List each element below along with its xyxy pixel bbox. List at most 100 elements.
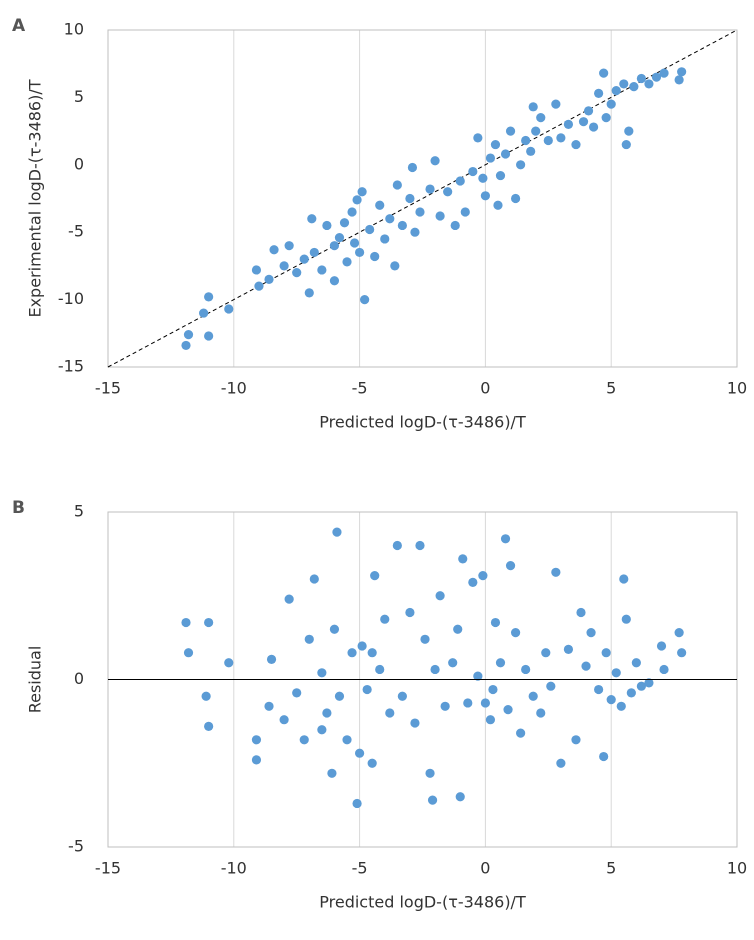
- point: [327, 768, 337, 778]
- point: [586, 628, 596, 638]
- point: [370, 571, 380, 581]
- point: [478, 571, 488, 581]
- point: [480, 191, 490, 201]
- point: [357, 187, 367, 197]
- point: [621, 139, 631, 150]
- point: [279, 715, 289, 725]
- point: [309, 574, 319, 584]
- y-tick-label: -15: [58, 357, 84, 376]
- point: [201, 691, 211, 701]
- point: [594, 88, 604, 98]
- x-axis-title: Predicted logD-(τ-3486)/T: [319, 893, 526, 912]
- point: [631, 658, 641, 668]
- point: [651, 72, 662, 82]
- point: [629, 82, 639, 92]
- point: [619, 79, 629, 89]
- point: [488, 684, 498, 695]
- point: [503, 705, 513, 715]
- point: [581, 661, 591, 671]
- y-tick-label: 0: [74, 154, 84, 173]
- point: [644, 678, 654, 688]
- point: [322, 220, 332, 231]
- x-tick-label: -10: [221, 379, 247, 398]
- point: [455, 792, 465, 802]
- y-axis-title: Residual: [26, 646, 45, 714]
- point: [365, 224, 375, 235]
- point: [551, 567, 561, 577]
- panel-label: B: [12, 498, 25, 518]
- y-tick-label: -10: [58, 289, 84, 308]
- point: [606, 99, 616, 109]
- point: [468, 166, 478, 177]
- y-tick-label: 0: [74, 669, 84, 688]
- point: [224, 658, 234, 668]
- point: [292, 688, 302, 698]
- point: [616, 701, 626, 711]
- point: [473, 671, 483, 681]
- point: [521, 664, 531, 675]
- point: [385, 214, 395, 224]
- point: [309, 247, 319, 258]
- y-tick-label: 5: [74, 87, 84, 106]
- point: [380, 614, 390, 624]
- point: [355, 748, 365, 758]
- point: [425, 184, 435, 194]
- point: [551, 99, 561, 109]
- point: [251, 735, 262, 745]
- point: [588, 122, 599, 132]
- point: [390, 261, 400, 271]
- point: [571, 735, 581, 745]
- x-axis-title: Predicted logD-(τ-3486)/T: [319, 413, 526, 432]
- point: [410, 227, 420, 237]
- point: [427, 795, 438, 805]
- point: [453, 624, 463, 634]
- point: [490, 139, 501, 150]
- point: [284, 241, 294, 251]
- x-tick-label: -15: [95, 379, 121, 398]
- point: [516, 728, 526, 738]
- point: [204, 721, 214, 732]
- point: [677, 67, 687, 77]
- point: [410, 718, 420, 728]
- point: [528, 102, 538, 112]
- point: [352, 798, 362, 809]
- point: [397, 220, 407, 231]
- x-tick-label: -15: [95, 859, 121, 878]
- point: [224, 304, 234, 314]
- point: [430, 156, 440, 166]
- point: [367, 648, 377, 658]
- point: [583, 106, 594, 116]
- point: [183, 648, 194, 658]
- point: [430, 664, 440, 675]
- point: [543, 135, 553, 146]
- point: [360, 295, 370, 305]
- point: [659, 68, 669, 78]
- point: [317, 265, 327, 275]
- point: [659, 664, 669, 675]
- point: [636, 681, 646, 691]
- point: [536, 708, 546, 718]
- point: [385, 708, 395, 718]
- point: [181, 340, 191, 351]
- point: [619, 574, 629, 584]
- point: [463, 698, 473, 708]
- point: [392, 540, 402, 551]
- x-tick-label: 5: [606, 859, 616, 878]
- y-tick-label: 10: [64, 20, 84, 39]
- point: [536, 113, 546, 123]
- point: [606, 695, 616, 705]
- point: [455, 176, 465, 186]
- point: [531, 126, 541, 136]
- point: [521, 135, 531, 146]
- point: [443, 187, 453, 197]
- point: [266, 654, 277, 665]
- point: [407, 162, 418, 173]
- x-tick-label: 0: [480, 379, 490, 398]
- point: [495, 170, 506, 181]
- point: [571, 139, 581, 150]
- point: [264, 274, 274, 284]
- point: [334, 691, 345, 701]
- point: [405, 193, 415, 204]
- point: [485, 153, 496, 163]
- x-tick-label: 5: [606, 379, 616, 398]
